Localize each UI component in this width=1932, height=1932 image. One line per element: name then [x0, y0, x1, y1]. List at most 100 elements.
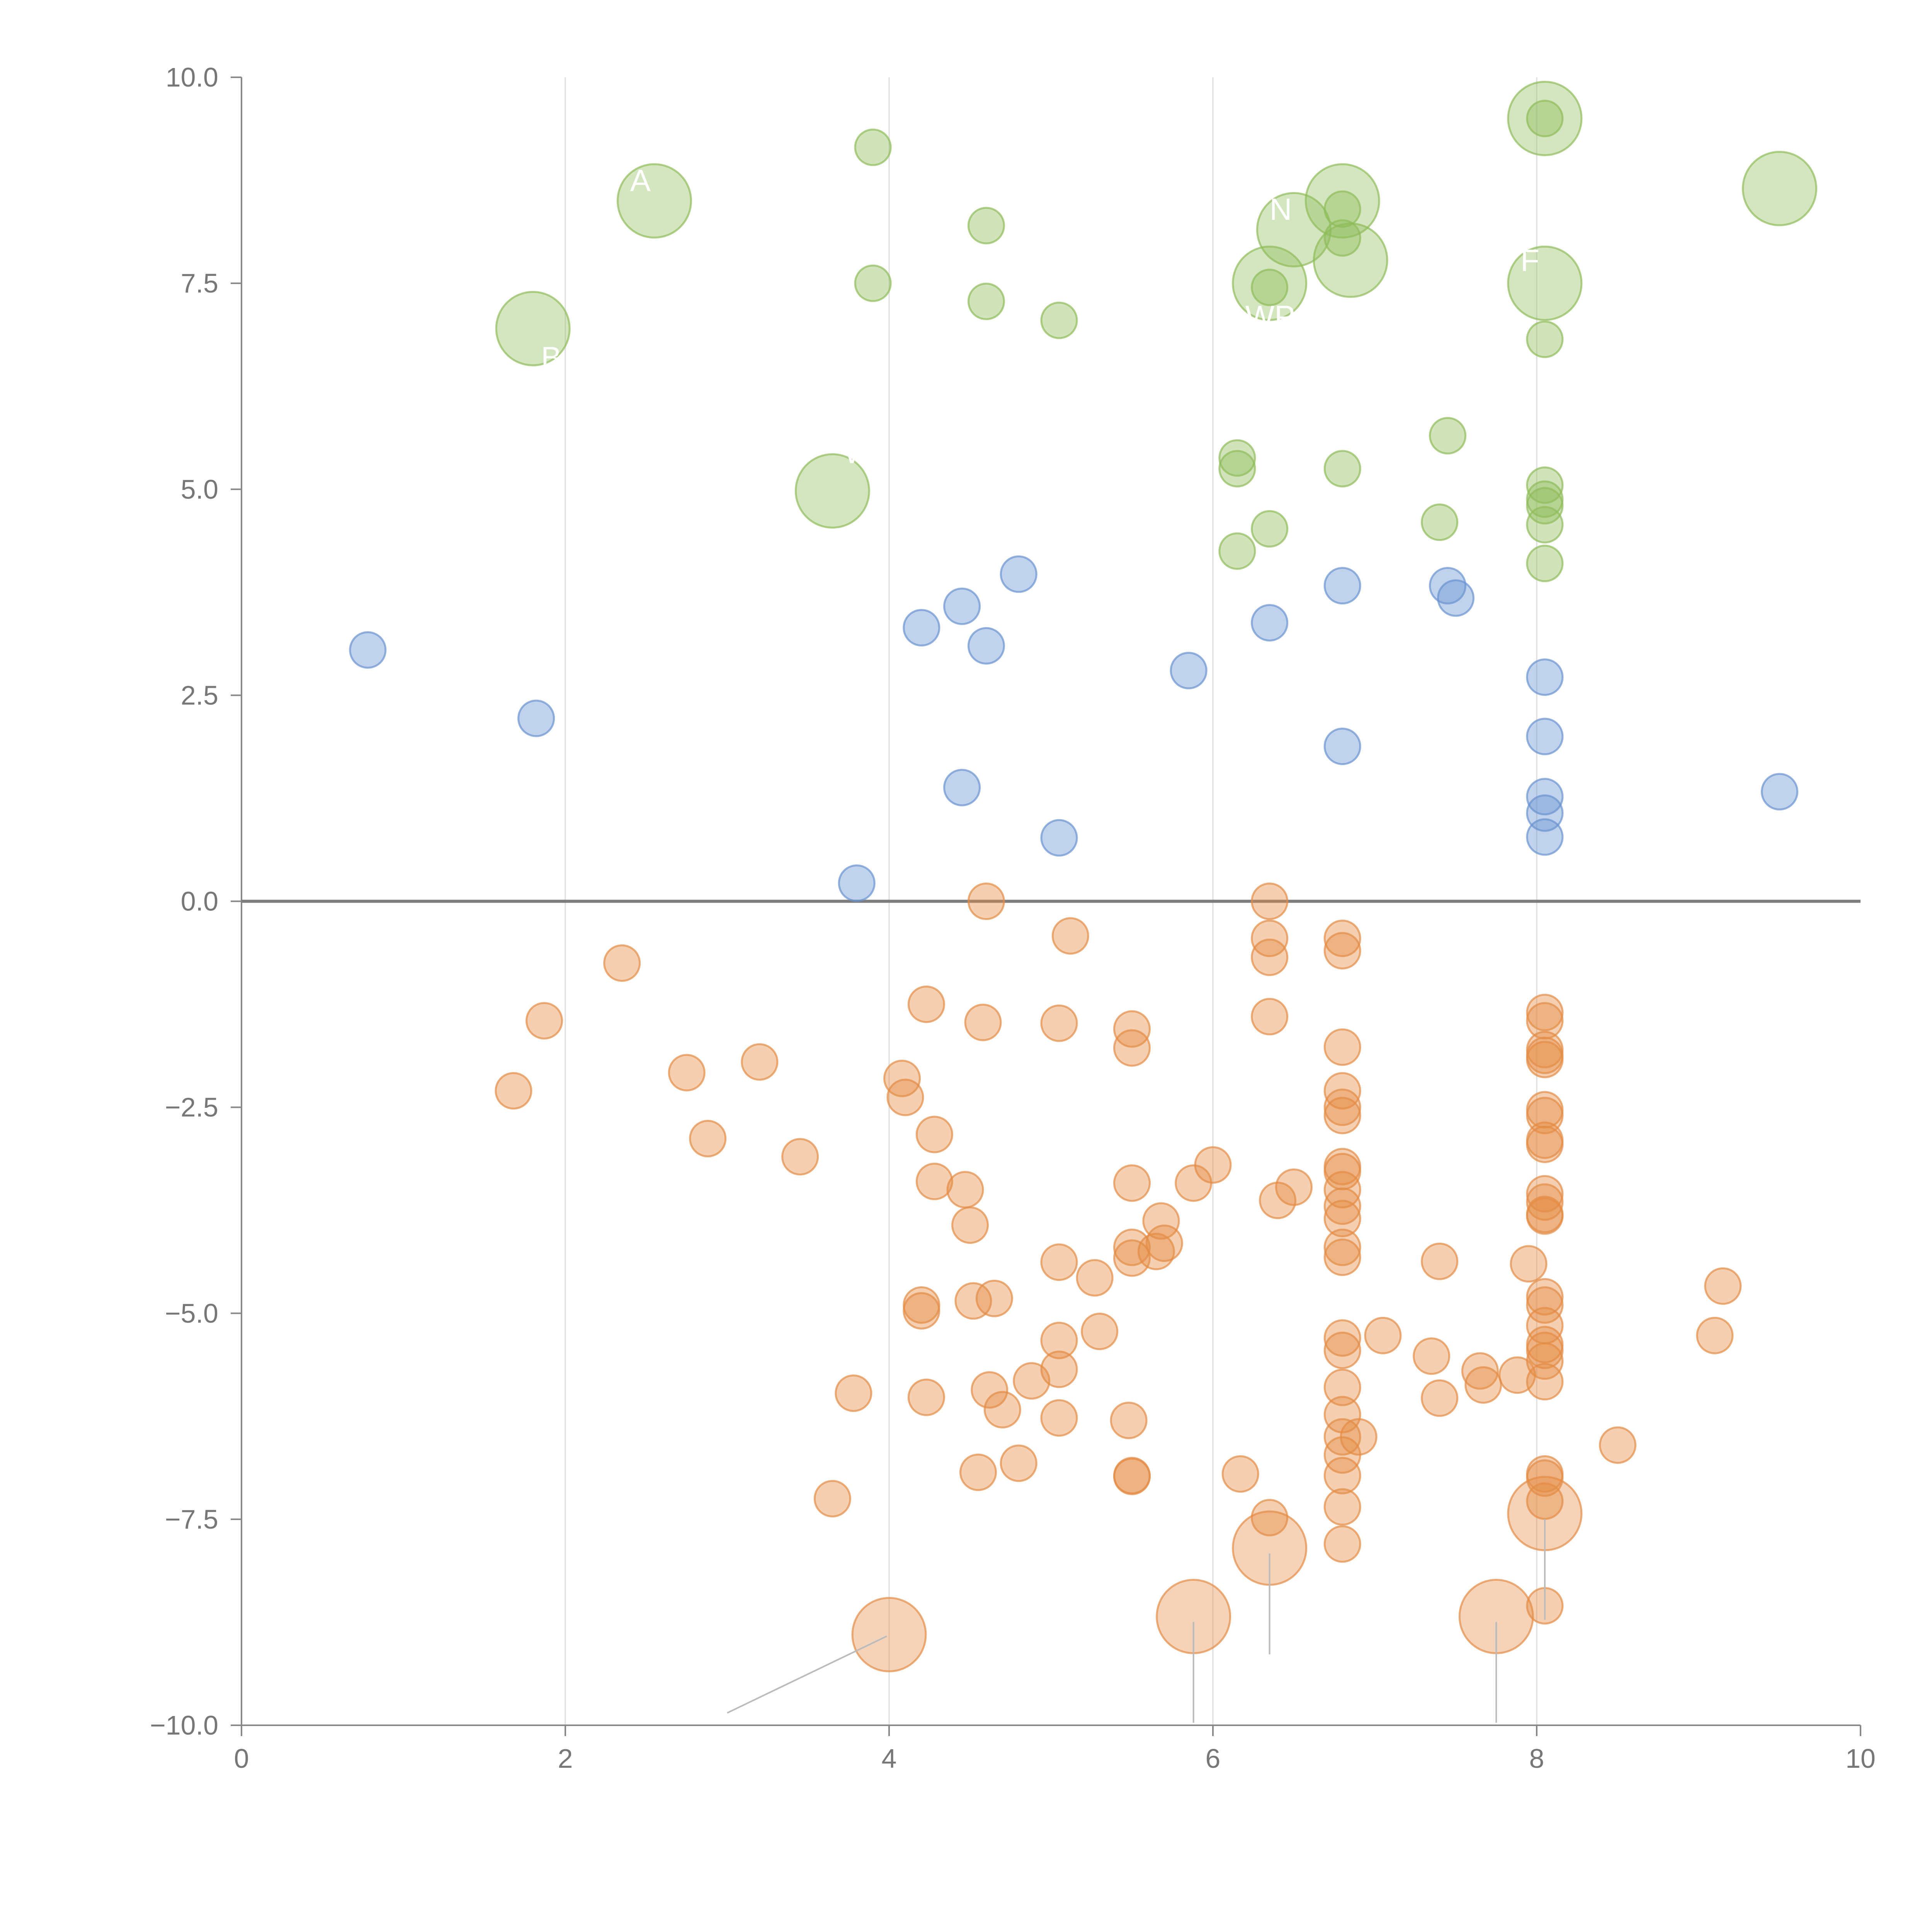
orange-point — [1040, 1399, 1078, 1437]
axes: 0 2 4 6 8 10 −10.0 −7.5 −5.0 −2.5 0.0 2.5 5.0 7.5 10.0 — [150, 62, 1876, 1774]
blue-point — [967, 627, 1005, 665]
orange-point — [1323, 932, 1361, 969]
orange-point — [964, 1003, 1002, 1041]
green-point — [1507, 245, 1583, 321]
blue-point — [1000, 555, 1037, 593]
orange-point — [1251, 883, 1289, 920]
orange-point — [886, 1078, 924, 1116]
orange-point — [907, 985, 945, 1023]
orange-point — [1526, 1183, 1564, 1221]
orange-point — [1526, 1278, 1564, 1316]
green-point — [1421, 503, 1459, 541]
blue-point — [943, 587, 981, 625]
orange-point — [1275, 1168, 1313, 1206]
orange-point — [1113, 1010, 1151, 1048]
orange-point — [1599, 1426, 1636, 1464]
orange-point — [946, 1171, 984, 1209]
point-annotation: W — [844, 435, 873, 469]
orange-point — [526, 1002, 563, 1040]
x-tick-label: 8 — [1529, 1743, 1544, 1774]
green-point — [1313, 222, 1388, 298]
orange-point — [1526, 1175, 1564, 1213]
green-point — [1218, 439, 1256, 477]
orange-point — [1323, 1319, 1361, 1357]
orange-point — [1323, 1028, 1361, 1066]
y-tick-label: −7.5 — [165, 1504, 218, 1534]
green-point — [967, 207, 1005, 245]
green-point — [1526, 506, 1564, 544]
point-annotation: E — [1464, 246, 1484, 280]
orange-point — [915, 1116, 953, 1153]
blue-point — [1170, 651, 1208, 689]
orange-point — [1421, 1242, 1459, 1280]
orange-point — [983, 1391, 1021, 1429]
annotation-leaders — [727, 1519, 1546, 1723]
point-annotation: A — [630, 163, 651, 198]
orange-point — [1145, 1224, 1183, 1262]
data-points — [349, 81, 1817, 1672]
orange-point — [1113, 1239, 1151, 1277]
orange-point — [1259, 1182, 1297, 1219]
green-point — [1526, 320, 1564, 358]
orange-point — [1696, 1316, 1734, 1354]
blue-point — [1526, 718, 1564, 755]
green-point — [1526, 100, 1564, 138]
orange-point — [1040, 1004, 1078, 1042]
green-point — [967, 282, 1005, 320]
green-point — [1507, 81, 1583, 156]
blue-point — [838, 864, 876, 902]
orange-point — [1323, 1228, 1361, 1266]
orange-point — [1526, 1363, 1564, 1401]
blue-point — [1761, 773, 1798, 811]
point-annotation: B — [541, 340, 561, 375]
orange-point — [1323, 1097, 1361, 1134]
point-annotation: WPO — [1245, 299, 1319, 333]
orange-point — [1323, 1525, 1361, 1563]
x-tick-label: 6 — [1206, 1743, 1221, 1774]
orange-point — [1040, 1350, 1078, 1388]
orange-point — [1461, 1352, 1499, 1390]
blue-point — [1526, 818, 1564, 856]
green-point — [1251, 269, 1289, 306]
green-point — [1218, 450, 1256, 488]
orange-point — [1251, 998, 1289, 1036]
blue-point — [1526, 778, 1564, 816]
orange-point — [1526, 1126, 1564, 1163]
orange-point — [1323, 1396, 1361, 1434]
green-point — [495, 291, 571, 366]
orange-point — [959, 1453, 997, 1491]
blue-point — [903, 609, 940, 647]
orange-point — [1526, 1332, 1564, 1369]
orange-point — [954, 1282, 992, 1320]
orange-point — [1113, 1458, 1151, 1495]
x-tick-label: 0 — [234, 1743, 249, 1774]
orange-point — [1526, 1459, 1564, 1497]
green-point — [1232, 245, 1308, 321]
green-point — [1526, 487, 1564, 525]
y-tick-label: 2.5 — [181, 680, 218, 710]
green-point — [1251, 510, 1289, 548]
annotations: B A N E F B WPO W — [541, 102, 1539, 470]
blue-point — [1323, 567, 1361, 605]
y-tick-label: 0.0 — [181, 886, 218, 917]
point-annotation: B — [1464, 102, 1484, 136]
orange-point — [1013, 1362, 1051, 1400]
orange-point — [1113, 1228, 1151, 1266]
orange-point — [951, 1206, 989, 1244]
green-point — [1526, 544, 1564, 582]
blue-point — [1437, 579, 1475, 617]
orange-point — [1526, 1197, 1564, 1235]
orange-point — [603, 944, 641, 982]
orange-point — [1323, 1457, 1361, 1495]
green-point — [854, 264, 892, 302]
green-point — [1526, 466, 1564, 504]
orange-point — [1323, 1200, 1361, 1238]
orange-point — [1323, 1171, 1361, 1209]
orange-point — [967, 883, 1005, 920]
green-point — [794, 453, 870, 529]
orange-point — [975, 1279, 1013, 1317]
orange-point — [1040, 1321, 1078, 1359]
y-tick-label: 10.0 — [166, 62, 218, 92]
orange-point — [1323, 919, 1361, 957]
